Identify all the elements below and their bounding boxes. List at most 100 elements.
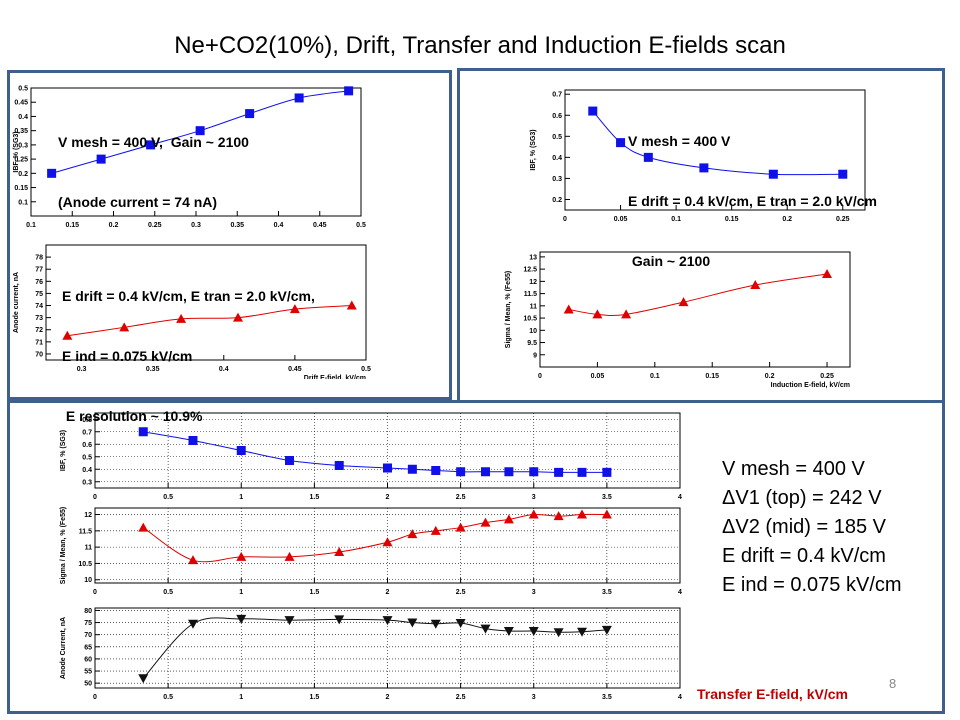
plot-frame [539, 251, 851, 368]
data-point [553, 511, 564, 521]
data-point [344, 86, 354, 96]
annotation-line: Gain ~ 2100 [628, 253, 711, 269]
x-tick-label: 3 [532, 694, 536, 700]
data-point [236, 614, 247, 624]
y-tick-label: 71 [35, 339, 43, 346]
data-point [621, 309, 632, 319]
y-tick-label: 70 [35, 351, 43, 358]
data-point [503, 627, 514, 637]
data-point [699, 163, 709, 173]
data-point [554, 467, 564, 477]
x-tick-label: 0.1 [671, 216, 681, 223]
data-point [289, 304, 300, 314]
x-tick-label: 0.2 [765, 373, 775, 380]
data-point [346, 300, 357, 310]
data-point [138, 674, 149, 684]
data-point [233, 312, 243, 322]
data-point [138, 427, 148, 437]
y-tick-label: 0.5 [82, 454, 92, 461]
data-point [236, 551, 247, 561]
x-tick-label: 2 [386, 589, 390, 595]
data-point [577, 627, 588, 637]
data-point [431, 466, 441, 475]
x-tick-label: 0 [538, 373, 542, 380]
drift-ibf-svg: 0.1 0.15 0.2 0.25 0.3 0.35 0.4 0.45 0.5 0.1 0.15 0.… [13, 86, 366, 230]
x-tick-label: 0.05 [591, 373, 605, 380]
drift-scan-frame [7, 70, 452, 400]
condition-line: ΔV1 (top) = 242 V [722, 487, 882, 509]
data-point [750, 280, 761, 290]
data-point [187, 555, 198, 565]
x-tick-label: 0.2 [109, 222, 119, 229]
y-tick-label: 0.3 [82, 479, 92, 486]
plot-frame [30, 87, 362, 217]
y-tick-label: 65 [84, 644, 92, 651]
x-tick-label: 0.15 [725, 216, 739, 223]
x-tick-label: 0.25 [148, 222, 162, 229]
x-tick-label: 2.5 [456, 694, 466, 700]
y-tick-label: 0.35 [14, 128, 28, 135]
y-tick-label: 0.2 [552, 197, 562, 204]
x-tick-label: 0 [563, 216, 567, 223]
slide-title: Ne+CO2(10%), Drift, Transfer and Inducti… [174, 32, 786, 59]
data-point [480, 517, 491, 527]
x-tick-label: 0.45 [288, 366, 302, 373]
data-point [138, 522, 149, 532]
data-point [592, 309, 603, 319]
data-point [503, 514, 514, 524]
y-tick-label: 0.3 [552, 176, 562, 183]
y-tick-label: 9.5 [527, 340, 537, 347]
data-point [119, 322, 130, 332]
data-point [195, 126, 205, 136]
x-tick-label: 0.5 [356, 222, 366, 229]
y-tick-label: 50 [84, 681, 92, 688]
data-point [528, 627, 539, 637]
data-point [176, 313, 187, 323]
x-tick-label: 3.5 [602, 494, 612, 501]
data-point [577, 467, 587, 477]
y-tick-label: 12.5 [523, 267, 537, 274]
y-tick-label: 72 [35, 327, 43, 334]
x-tick-label: 0.3 [191, 222, 201, 229]
x-tick-label: 1.5 [310, 589, 320, 595]
induction-annotation: V mesh = 400 V E drift = 0.4 kV/cm, E tr… [628, 91, 877, 291]
data-point [601, 509, 612, 519]
y-tick-label: 0.4 [18, 114, 28, 121]
y-axis-title: Sigma / Mean, % (Fe55) [60, 507, 67, 584]
y-tick-label: 0.6 [82, 442, 92, 449]
x-tick-label: 0.35 [146, 366, 160, 373]
transfer-resolution-plot: 0 0.5 1 1.5 2 2.5 3 3.5 4 10 10.5 11 11.5 12 Sigma / M… [20, 503, 690, 595]
data-point [838, 169, 848, 179]
transfer-current-plot: 0 0.5 1 1.5 2 2.5 3 3.5 4 50 55 60 65 70 75 80 Anode Cur… [20, 600, 690, 700]
data-point [407, 464, 417, 474]
annotation-line: (Anode current = 74 nA) [58, 194, 218, 210]
data-point [334, 461, 344, 470]
drift-ibf-plot: 0.1 0.15 0.2 0.25 0.3 0.35 0.4 0.45 0.5 0.1 0.15 0.… [11, 80, 377, 232]
data-point [47, 168, 57, 178]
transfer-scan-frame [7, 400, 945, 714]
x-tick-label: 0.1 [650, 373, 660, 380]
x-tick-label: 1 [239, 589, 243, 595]
x-tick-label: 3.5 [602, 694, 612, 700]
x-tick-label: 0.2 [782, 216, 792, 223]
data-point [62, 330, 73, 340]
data-point [588, 106, 598, 116]
x-tick-label: 0.4 [219, 366, 229, 373]
annotation-line: V mesh = 400 V, Gain ~ 2100 [58, 134, 249, 150]
transfer-current-svg: 0 0.5 1 1.5 2 2.5 3 3.5 4 50 55 60 65 70 75 80 Anode Cur… [60, 607, 682, 700]
x-tick-label: 4 [678, 494, 682, 501]
y-tick-label: 9 [533, 352, 537, 359]
data-point [294, 93, 304, 103]
condition-line: ΔV2 (mid) = 185 V [722, 516, 886, 538]
y-axis-title: IBF, % (SG3) [530, 129, 537, 170]
transfer-conditions: V mesh = 400 V ΔV1 (top) = 242 V ΔV2 (mi… [722, 455, 902, 600]
data-point [529, 467, 539, 477]
x-tick-label: 3 [532, 589, 536, 595]
y-tick-label: 75 [35, 291, 43, 298]
annotation-line: E ind = 0.075 kV/cm [62, 348, 193, 364]
x-tick-label: 0.1 [26, 222, 36, 229]
induction-resolution-plot: 0 0.05 0.1 0.15 0.2 0.25 9 9.5 10 10.5 11 11.5 12 12.… [460, 242, 890, 392]
y-tick-label: 12 [84, 512, 92, 519]
data-point [382, 616, 393, 626]
data-point [96, 154, 106, 164]
